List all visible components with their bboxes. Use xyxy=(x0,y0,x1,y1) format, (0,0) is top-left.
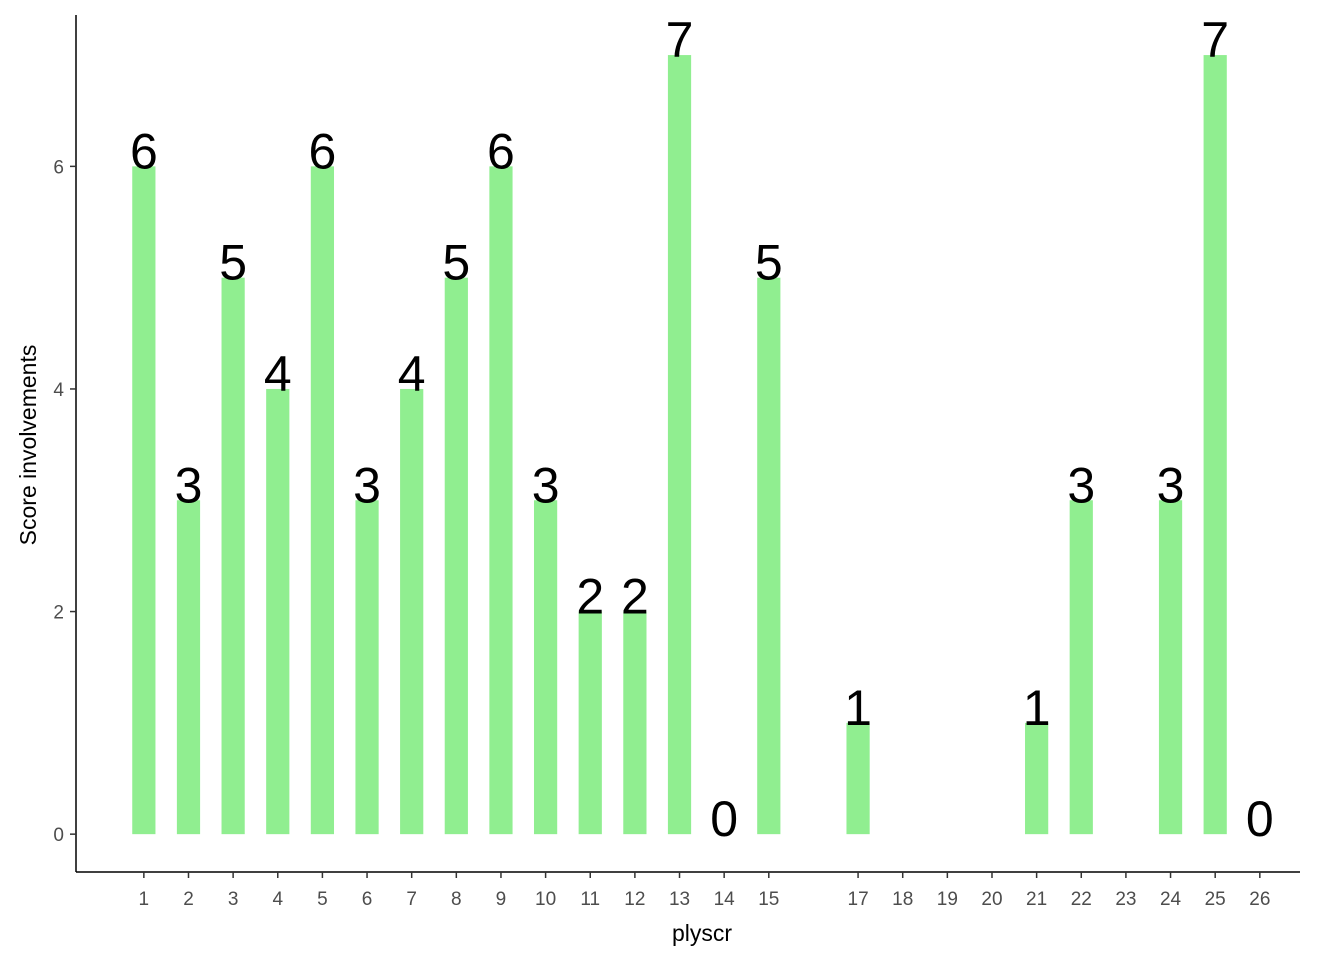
value-label: 3 xyxy=(1067,457,1095,513)
value-label: 0 xyxy=(1246,791,1274,847)
x-tick-label: 7 xyxy=(406,889,417,910)
bar xyxy=(1025,722,1049,835)
x-tick-label: 26 xyxy=(1249,889,1270,910)
value-label: 3 xyxy=(175,457,203,513)
x-tick-label: 19 xyxy=(937,889,958,910)
x-tick-label: 9 xyxy=(496,889,507,910)
y-axis-title: Score involvements xyxy=(15,345,41,546)
x-tick-label: 1 xyxy=(139,889,150,910)
bar xyxy=(846,722,870,835)
x-tick-label: 3 xyxy=(228,889,239,910)
bar xyxy=(266,388,290,835)
x-tick-label: 8 xyxy=(451,889,462,910)
x-tick-label: 14 xyxy=(714,889,736,910)
x-tick-label: 21 xyxy=(1026,889,1047,910)
bar xyxy=(176,500,201,835)
value-label: 3 xyxy=(532,457,560,513)
y-tick-label: 0 xyxy=(53,825,64,846)
value-label: 5 xyxy=(755,235,783,291)
bar xyxy=(1203,55,1227,835)
x-tick-label: 24 xyxy=(1160,889,1182,910)
value-label: 6 xyxy=(487,123,515,179)
value-label: 5 xyxy=(442,235,470,291)
bar xyxy=(667,55,692,835)
bar xyxy=(400,388,424,835)
bar xyxy=(444,277,468,835)
value-label: 6 xyxy=(130,123,158,179)
y-tick-label: 2 xyxy=(53,603,64,624)
x-tick-label: 6 xyxy=(362,889,373,910)
bar xyxy=(578,611,602,835)
bar xyxy=(1158,500,1183,835)
x-tick-label: 20 xyxy=(981,889,1002,910)
value-label: 6 xyxy=(309,123,337,179)
y-tick-label: 6 xyxy=(53,157,64,178)
x-tick-label: 23 xyxy=(1115,889,1136,910)
bar xyxy=(310,166,335,835)
x-tick-label: 15 xyxy=(758,889,779,910)
x-tick-label: 18 xyxy=(892,889,913,910)
bar xyxy=(221,277,245,835)
x-tick-label: 11 xyxy=(580,889,600,910)
value-label: 3 xyxy=(353,457,381,513)
x-tick-label: 17 xyxy=(848,889,869,910)
bar xyxy=(1069,500,1093,835)
bar xyxy=(355,500,379,835)
bar xyxy=(757,277,781,835)
bar xyxy=(489,166,513,835)
y-tick-label: 4 xyxy=(53,380,64,401)
value-label: 2 xyxy=(621,569,649,625)
x-tick-label: 5 xyxy=(317,889,328,910)
x-tick-label: 12 xyxy=(624,889,645,910)
x-tick-label: 22 xyxy=(1071,889,1092,910)
x-tick-label: 10 xyxy=(535,889,556,910)
value-label: 1 xyxy=(844,680,872,736)
bar xyxy=(533,500,558,835)
value-label: 0 xyxy=(710,791,738,847)
value-label: 7 xyxy=(666,12,694,68)
bar xyxy=(132,166,156,835)
bar xyxy=(623,611,647,835)
x-axis-title: plyscr xyxy=(672,920,732,946)
value-label: 4 xyxy=(398,346,426,402)
x-tick-label: 2 xyxy=(183,889,194,910)
x-tick-label: 13 xyxy=(669,889,690,910)
value-label: 3 xyxy=(1157,457,1185,513)
value-label: 2 xyxy=(576,569,604,625)
value-label: 4 xyxy=(264,346,292,402)
x-tick-label: 25 xyxy=(1205,889,1226,910)
x-tick-label: 4 xyxy=(272,889,283,910)
value-label: 1 xyxy=(1023,680,1051,736)
value-label: 5 xyxy=(219,235,247,291)
value-label: 7 xyxy=(1201,12,1229,68)
